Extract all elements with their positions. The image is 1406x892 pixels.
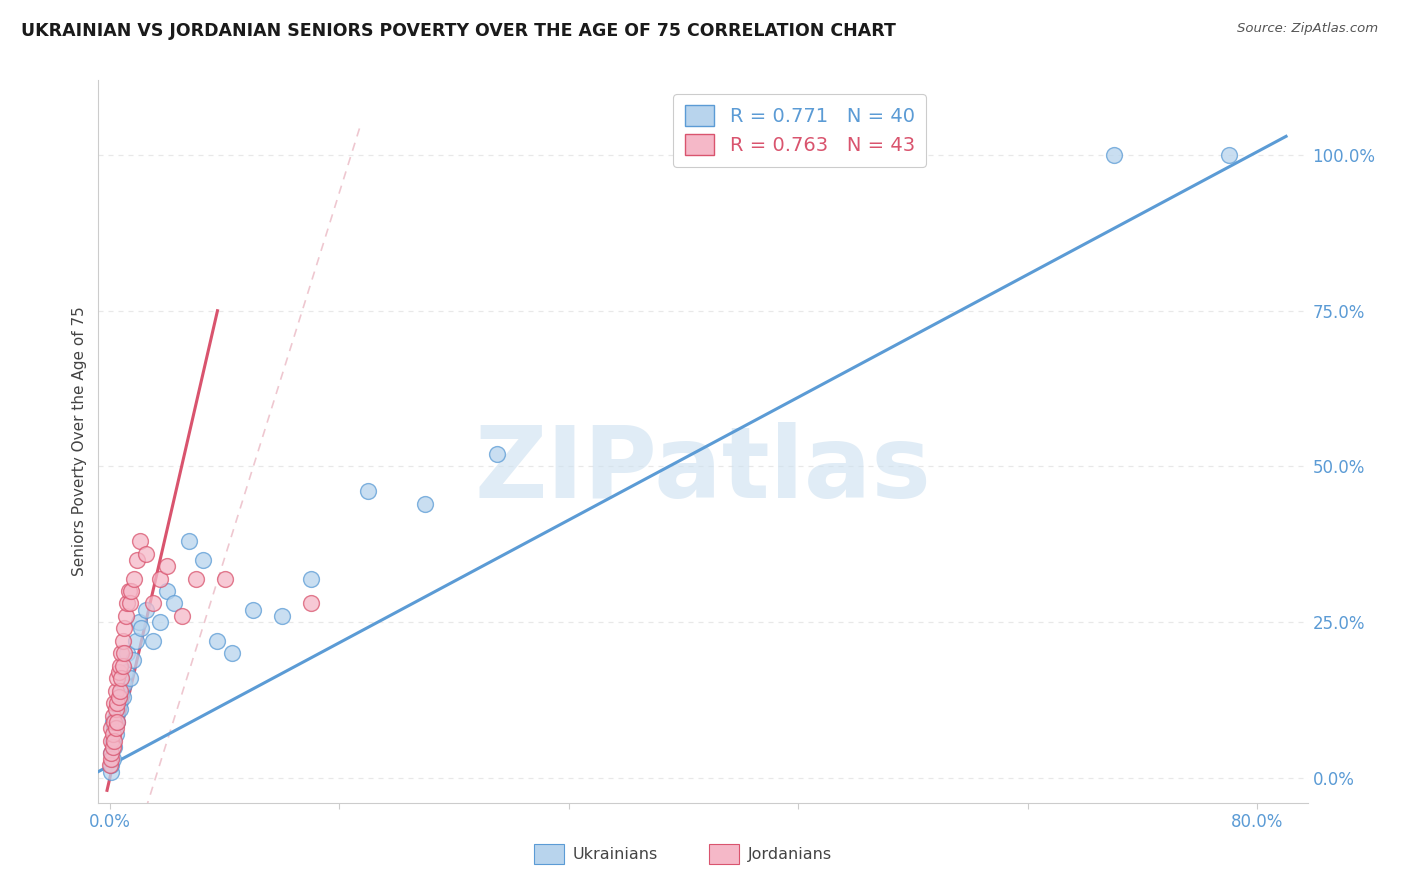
Point	[129, 534, 152, 549]
Point	[118, 597, 141, 611]
Point	[105, 671, 128, 685]
Point	[107, 690, 129, 704]
Point	[101, 752, 124, 766]
Point	[120, 584, 142, 599]
Point	[104, 683, 127, 698]
Point	[100, 733, 122, 747]
Point	[103, 721, 125, 735]
Point	[156, 559, 179, 574]
Point	[214, 572, 236, 586]
Point	[104, 702, 127, 716]
Point	[112, 646, 135, 660]
Point	[415, 497, 437, 511]
Point	[101, 739, 124, 754]
Point	[135, 547, 157, 561]
Point	[104, 721, 127, 735]
Text: Jordanians: Jordanians	[748, 847, 832, 863]
Point	[100, 758, 122, 772]
FancyBboxPatch shape	[534, 844, 564, 864]
Point	[101, 714, 124, 729]
Legend: R = 0.771   N = 40, R = 0.763   N = 43: R = 0.771 N = 40, R = 0.763 N = 43	[673, 94, 927, 167]
Point	[191, 553, 214, 567]
Point	[108, 658, 131, 673]
Point	[108, 702, 131, 716]
Y-axis label: Seniors Poverty Over the Age of 75: Seniors Poverty Over the Age of 75	[72, 307, 87, 576]
Point	[111, 633, 134, 648]
Point	[184, 572, 207, 586]
FancyBboxPatch shape	[709, 844, 740, 864]
Point	[107, 696, 129, 710]
Point	[242, 603, 264, 617]
Point	[135, 603, 157, 617]
Point	[207, 633, 229, 648]
Point	[105, 696, 128, 710]
Point	[149, 615, 172, 630]
Point	[149, 572, 172, 586]
Point	[142, 633, 165, 648]
Point	[111, 658, 134, 673]
Point	[121, 652, 143, 666]
Point	[107, 665, 129, 679]
Point	[271, 609, 294, 624]
Point	[117, 584, 139, 599]
Point	[103, 714, 125, 729]
Point	[115, 597, 138, 611]
Point	[103, 696, 125, 710]
Point	[110, 646, 132, 660]
Text: UKRAINIAN VS JORDANIAN SENIORS POVERTY OVER THE AGE OF 75 CORRELATION CHART: UKRAINIAN VS JORDANIAN SENIORS POVERTY O…	[21, 22, 896, 40]
Point	[1218, 148, 1240, 162]
Point	[112, 677, 135, 691]
Point	[104, 708, 127, 723]
Point	[111, 690, 134, 704]
Point	[100, 752, 122, 766]
Point	[98, 758, 121, 772]
Point	[105, 714, 128, 729]
Point	[114, 609, 136, 624]
Text: ZIPatlas: ZIPatlas	[475, 422, 931, 519]
Point	[101, 733, 124, 747]
Point	[221, 646, 243, 660]
Point	[110, 671, 132, 685]
Text: Ukrainians: Ukrainians	[572, 847, 658, 863]
Point	[131, 621, 153, 635]
Point	[170, 609, 193, 624]
Point	[115, 646, 138, 660]
Text: Source: ZipAtlas.com: Source: ZipAtlas.com	[1237, 22, 1378, 36]
Point	[118, 671, 141, 685]
Point	[163, 597, 186, 611]
Point	[104, 727, 127, 741]
Point	[156, 584, 179, 599]
Point	[357, 484, 380, 499]
Point	[101, 708, 124, 723]
Point	[108, 683, 131, 698]
Point	[100, 764, 122, 779]
Point	[110, 683, 132, 698]
Point	[142, 597, 165, 611]
Point	[103, 739, 125, 754]
Point	[100, 746, 122, 760]
Point	[124, 572, 146, 586]
Point	[105, 714, 128, 729]
Point	[100, 721, 122, 735]
Point	[486, 447, 509, 461]
Point	[125, 633, 148, 648]
Point	[128, 615, 150, 630]
Point	[114, 665, 136, 679]
Point	[101, 727, 124, 741]
Point	[103, 733, 125, 747]
Point	[1102, 148, 1125, 162]
Point	[299, 572, 322, 586]
Point	[100, 746, 122, 760]
Point	[177, 534, 200, 549]
Point	[299, 597, 322, 611]
Point	[127, 553, 149, 567]
Point	[112, 621, 135, 635]
